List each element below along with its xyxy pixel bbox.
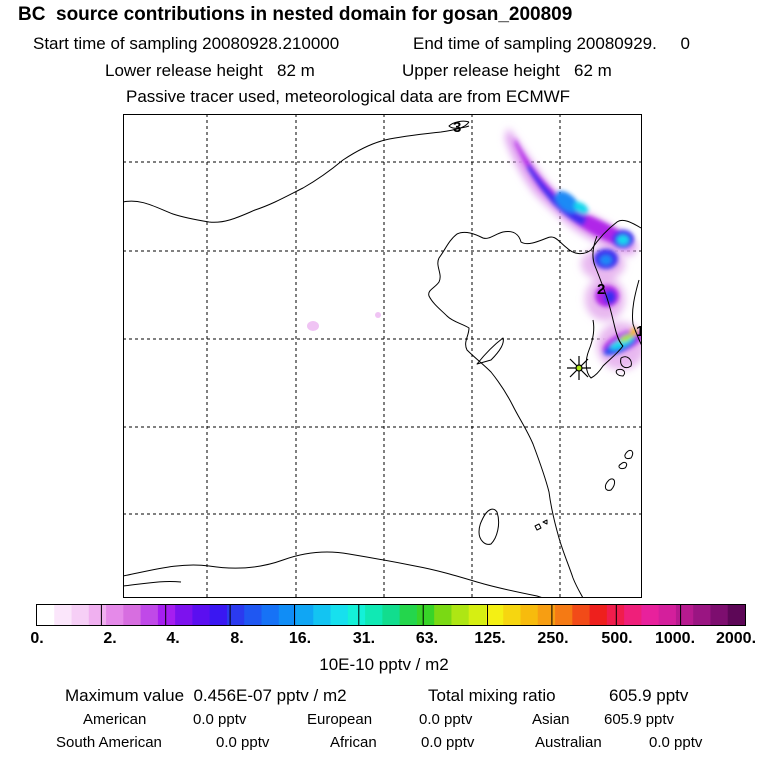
colorbar-segment bbox=[365, 605, 383, 625]
trajectory-marker-2: 2 bbox=[597, 281, 605, 298]
colorbar-segment bbox=[209, 605, 228, 625]
colorbar bbox=[36, 604, 746, 626]
source-south-american-name: South American bbox=[56, 734, 162, 751]
colorbar-segment bbox=[278, 605, 297, 625]
colorbar-segment bbox=[710, 605, 729, 625]
source-european-value: 0.0 pptv bbox=[419, 711, 473, 728]
colorbar-segment bbox=[555, 605, 573, 625]
sampling-end-label: End time of sampling 20080929. 0 bbox=[413, 34, 690, 53]
colorbar-segment bbox=[71, 605, 90, 625]
lower-release-height-label: Lower release height 82 m bbox=[105, 61, 315, 80]
colorbar-segment bbox=[244, 605, 262, 625]
colorbar-tick: 500. bbox=[601, 630, 633, 647]
colorbar-segment bbox=[451, 605, 470, 625]
colorbar-segment bbox=[88, 605, 107, 625]
colorbar-segment bbox=[106, 605, 124, 625]
colorbar-tick: 2. bbox=[103, 630, 117, 647]
colorbar-segment bbox=[175, 605, 193, 625]
colorbar-segment bbox=[37, 605, 55, 625]
colorbar-segment bbox=[485, 605, 504, 625]
colorbar-segment bbox=[330, 605, 349, 625]
colorbar-segment bbox=[123, 605, 142, 625]
source-south-american-value: 0.0 pptv bbox=[216, 734, 270, 751]
colorbar-tick: 4. bbox=[166, 630, 180, 647]
concentration-plume bbox=[307, 128, 642, 370]
source-australian-name: Australian bbox=[535, 734, 602, 751]
total-mixing-value: 605.9 pptv bbox=[609, 686, 689, 705]
colorbar-segment bbox=[606, 605, 625, 625]
colorbar-units: 10E-10 pptv / m2 bbox=[319, 655, 449, 674]
colorbar-segment bbox=[416, 605, 435, 625]
colorbar-segment bbox=[192, 605, 211, 625]
colorbar-segment bbox=[157, 605, 176, 625]
colorbar-tick: 0. bbox=[30, 630, 44, 647]
colorbar-tick: 16. bbox=[288, 630, 312, 647]
colorbar-segment bbox=[658, 605, 677, 625]
coastlines bbox=[123, 120, 642, 598]
colorbar-tick: 8. bbox=[230, 630, 244, 647]
colorbar-segment bbox=[503, 605, 521, 625]
colorbar-segment bbox=[727, 605, 746, 625]
colorbar-tick: 250. bbox=[537, 630, 569, 647]
sampling-start-label: Start time of sampling 20080928.210000 bbox=[33, 34, 340, 53]
source-asian-value: 605.9 pptv bbox=[604, 711, 675, 728]
upper-release-height-label: Upper release height 62 m bbox=[402, 61, 612, 80]
colorbar-segment bbox=[520, 605, 539, 625]
colorbar-segment bbox=[624, 605, 642, 625]
colorbar-segment bbox=[54, 605, 72, 625]
total-mixing-label: Total mixing ratio bbox=[428, 686, 556, 705]
colorbar-segment bbox=[226, 605, 245, 625]
colorbar-segment bbox=[347, 605, 366, 625]
trajectory-marker-1: 1 bbox=[636, 323, 642, 340]
colorbar-segment bbox=[313, 605, 331, 625]
source-contribution-map: 3 2 1 bbox=[123, 114, 642, 598]
colorbar-tick: 125. bbox=[474, 630, 506, 647]
colorbar-segment bbox=[537, 605, 556, 625]
map-grid bbox=[123, 114, 642, 598]
colorbar-segment bbox=[572, 605, 590, 625]
colorbar-segment bbox=[140, 605, 159, 625]
colorbar-segment bbox=[641, 605, 660, 625]
tracer-info-label: Passive tracer used, meteorological data… bbox=[126, 87, 571, 106]
colorbar-segment bbox=[399, 605, 418, 625]
source-european-name: European bbox=[307, 711, 373, 728]
source-african-value: 0.0 pptv bbox=[421, 734, 475, 751]
colorbar-segment bbox=[261, 605, 280, 625]
colorbar-tick: 2000. bbox=[715, 630, 757, 647]
colorbar-border bbox=[36, 604, 746, 626]
colorbar-segment bbox=[675, 605, 694, 625]
receptor-star-icon bbox=[567, 356, 591, 380]
colorbar-segment bbox=[296, 605, 314, 625]
source-american-value: 0.0 pptv bbox=[193, 711, 247, 728]
plot-title: BC source contributions in nested domain… bbox=[18, 4, 573, 25]
trajectory-marker-3: 3 bbox=[453, 119, 461, 136]
source-african-name: African bbox=[330, 734, 377, 751]
source-australian-value: 0.0 pptv bbox=[649, 734, 703, 751]
colorbar-tick: 63. bbox=[415, 630, 439, 647]
source-asian-name: Asian bbox=[532, 711, 570, 728]
colorbar-tick: 1000. bbox=[654, 630, 696, 647]
colorbar-segment bbox=[589, 605, 608, 625]
colorbar-tick: 31. bbox=[352, 630, 376, 647]
colorbar-segment bbox=[693, 605, 711, 625]
maximum-value-label: Maximum value 0.456E-07 pptv / m2 bbox=[65, 686, 347, 705]
colorbar-segment bbox=[434, 605, 452, 625]
colorbar-segment bbox=[468, 605, 487, 625]
source-american-name: American bbox=[83, 711, 147, 728]
colorbar-segment bbox=[382, 605, 401, 625]
